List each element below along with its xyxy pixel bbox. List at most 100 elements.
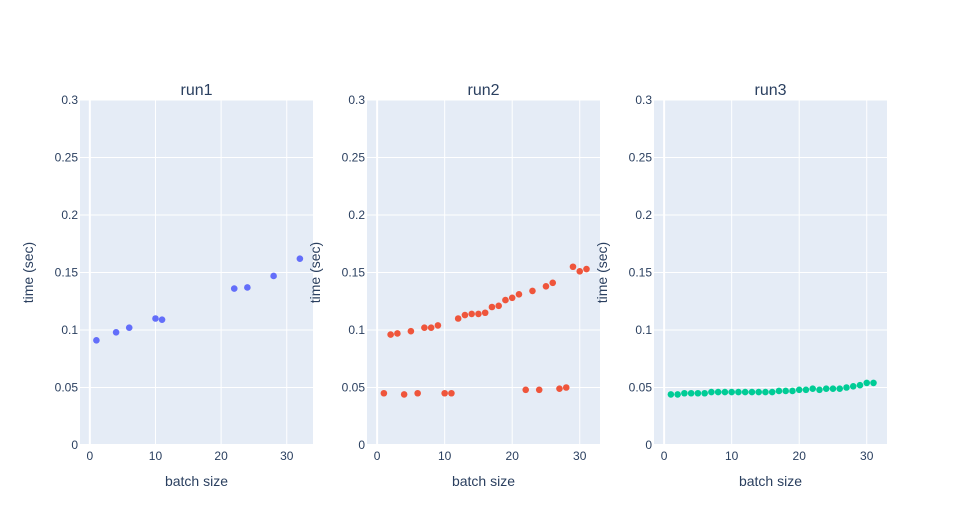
y-tick-label: 0 xyxy=(645,438,652,452)
x-axis-title: batch size xyxy=(739,473,802,489)
y-tick-label: 0.2 xyxy=(61,208,78,222)
data-point[interactable] xyxy=(152,315,159,322)
data-point[interactable] xyxy=(843,384,850,391)
x-tick-label: 30 xyxy=(860,449,874,463)
data-point[interactable] xyxy=(441,389,448,397)
data-point[interactable] xyxy=(583,265,590,273)
y-axis-title: time (sec) xyxy=(20,242,36,303)
data-point[interactable] xyxy=(755,388,762,396)
x-tick-label: 30 xyxy=(573,449,587,463)
data-point[interactable] xyxy=(775,387,783,395)
data-point[interactable] xyxy=(475,310,482,318)
data-point[interactable] xyxy=(748,388,756,396)
data-point[interactable] xyxy=(522,386,530,394)
data-point[interactable] xyxy=(421,324,428,332)
data-point[interactable] xyxy=(562,384,570,391)
data-point[interactable] xyxy=(93,337,100,344)
data-point[interactable] xyxy=(782,387,789,395)
data-point[interactable] xyxy=(816,386,823,394)
data-point[interactable] xyxy=(529,287,536,295)
y-tick-label: 0.3 xyxy=(61,93,78,107)
data-point[interactable] xyxy=(735,388,742,396)
y-tick-label: 0.2 xyxy=(348,208,365,222)
y-tick-label: 0.3 xyxy=(348,93,365,107)
data-point[interactable] xyxy=(125,324,133,332)
x-axis-title: batch size xyxy=(165,473,228,489)
y-tick-label: 0.1 xyxy=(61,323,78,337)
y-axis-title: time (sec) xyxy=(594,242,610,303)
data-point[interactable] xyxy=(856,381,864,389)
data-point[interactable] xyxy=(576,268,584,275)
data-point[interactable] xyxy=(502,296,509,304)
data-point[interactable] xyxy=(244,284,251,291)
data-point[interactable] xyxy=(387,331,394,338)
data-point[interactable] xyxy=(112,329,120,336)
data-point[interactable] xyxy=(809,385,817,392)
data-point[interactable] xyxy=(674,391,681,398)
y-tick-label: 0.25 xyxy=(55,151,79,165)
y-tick-label: 0.2 xyxy=(635,208,652,222)
data-point[interactable] xyxy=(488,303,496,311)
data-point[interactable] xyxy=(515,291,523,298)
data-point[interactable] xyxy=(741,388,749,396)
data-point[interactable] xyxy=(380,389,388,397)
data-point[interactable] xyxy=(542,283,550,290)
subplot-run1: 0 10 20 30 0 0.05 0.1 0.15 0.2 0.25 0.3 run1 batch s… xyxy=(20,82,313,489)
y-tick-label: 0 xyxy=(358,438,365,452)
data-point[interactable] xyxy=(667,391,675,398)
data-point[interactable] xyxy=(714,388,722,396)
data-point[interactable] xyxy=(556,385,563,392)
data-point[interactable] xyxy=(495,302,502,310)
data-point[interactable] xyxy=(708,388,715,396)
y-tick-label: 0.05 xyxy=(342,381,366,395)
data-point[interactable] xyxy=(434,322,442,329)
data-point[interactable] xyxy=(870,379,877,387)
data-point[interactable] xyxy=(230,285,238,292)
data-point[interactable] xyxy=(849,383,857,390)
data-point[interactable] xyxy=(549,279,557,287)
data-point[interactable] xyxy=(721,388,729,396)
data-point[interactable] xyxy=(468,310,475,318)
x-tick-label: 20 xyxy=(793,449,807,463)
data-point[interactable] xyxy=(461,311,469,319)
y-tick-label: 0.05 xyxy=(55,381,79,395)
data-point[interactable] xyxy=(822,385,830,392)
y-tick-label: 0.1 xyxy=(348,323,365,337)
data-point[interactable] xyxy=(768,388,776,396)
data-point[interactable] xyxy=(296,255,304,262)
data-point[interactable] xyxy=(400,391,408,398)
data-point[interactable] xyxy=(687,389,695,397)
data-point[interactable] xyxy=(535,386,543,394)
data-point[interactable] xyxy=(795,386,803,394)
data-point[interactable] xyxy=(407,327,415,335)
data-point[interactable] xyxy=(789,387,796,395)
subplot-run2: 0 10 20 30 0 0.05 0.1 0.15 0.2 0.25 0.3 run2 batch s… xyxy=(307,82,600,489)
data-point[interactable] xyxy=(681,389,688,397)
x-tick-label: 0 xyxy=(374,449,381,463)
data-point[interactable] xyxy=(427,324,435,332)
x-tick-label: 10 xyxy=(149,449,163,463)
data-point[interactable] xyxy=(829,385,837,392)
data-point[interactable] xyxy=(863,379,871,387)
data-point[interactable] xyxy=(802,386,810,394)
data-point[interactable] xyxy=(508,294,516,302)
data-point[interactable] xyxy=(701,389,708,397)
data-point[interactable] xyxy=(454,315,462,322)
data-point[interactable] xyxy=(481,309,489,317)
data-point[interactable] xyxy=(158,316,166,323)
data-point[interactable] xyxy=(414,389,421,397)
x-axis-title: batch size xyxy=(452,473,515,489)
data-point[interactable] xyxy=(394,330,401,337)
data-point[interactable] xyxy=(569,263,577,271)
data-point[interactable] xyxy=(762,388,769,396)
data-point[interactable] xyxy=(694,389,702,397)
data-point[interactable] xyxy=(448,389,455,397)
y-tick-label: 0.1 xyxy=(635,323,652,337)
data-point[interactable] xyxy=(270,272,277,280)
data-point[interactable] xyxy=(836,385,844,392)
x-tick-label: 20 xyxy=(214,449,228,463)
y-tick-label: 0.15 xyxy=(629,266,653,280)
y-tick-label: 0.25 xyxy=(342,151,366,165)
data-point[interactable] xyxy=(728,388,735,396)
subplot-title: run3 xyxy=(754,82,786,99)
